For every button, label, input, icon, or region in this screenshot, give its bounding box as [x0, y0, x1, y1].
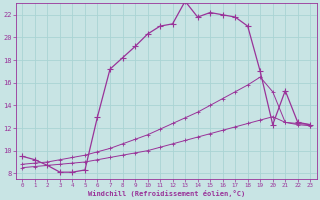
X-axis label: Windchill (Refroidissement éolien,°C): Windchill (Refroidissement éolien,°C): [88, 190, 245, 197]
